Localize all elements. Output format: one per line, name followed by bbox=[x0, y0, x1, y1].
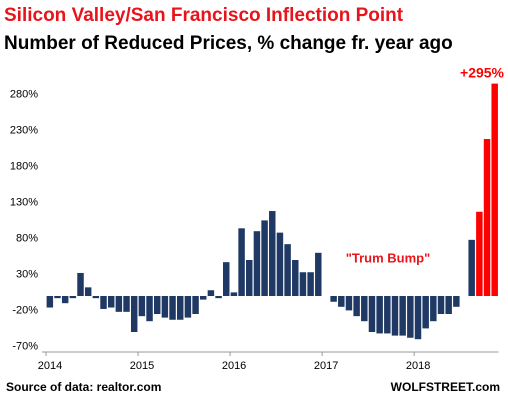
source: Source of data: realtor.com bbox=[6, 380, 161, 394]
bar bbox=[468, 239, 475, 296]
bar bbox=[407, 296, 414, 338]
bar bbox=[230, 292, 238, 296]
bar bbox=[46, 296, 54, 308]
bar bbox=[399, 296, 406, 336]
bar bbox=[345, 296, 353, 311]
annotation: "Trum Bump" bbox=[346, 250, 431, 265]
bar bbox=[269, 211, 276, 296]
x-tick-label: 2016 bbox=[222, 360, 246, 372]
bar bbox=[368, 296, 376, 332]
bar bbox=[146, 296, 153, 322]
bar bbox=[292, 260, 299, 296]
bar bbox=[84, 287, 92, 296]
bar bbox=[176, 296, 184, 320]
bar bbox=[184, 296, 192, 318]
bar bbox=[54, 296, 61, 299]
bar bbox=[284, 244, 291, 296]
bar bbox=[483, 139, 491, 296]
bar bbox=[238, 228, 245, 296]
y-tick-label: 130% bbox=[10, 196, 38, 208]
chart-title: Silicon Valley/San Francisco Inflection … bbox=[4, 5, 404, 26]
y-tick-label: -70% bbox=[12, 340, 38, 352]
x-tick-label: 2015 bbox=[130, 360, 154, 372]
x-tick-label: 2014 bbox=[38, 360, 62, 372]
annotation: +295% bbox=[460, 64, 505, 80]
bar bbox=[61, 296, 69, 304]
chart-subtitle: Number of Reduced Prices, % change fr. y… bbox=[4, 33, 453, 54]
bar bbox=[192, 296, 199, 314]
bar bbox=[115, 296, 123, 312]
bar bbox=[69, 296, 77, 299]
bar bbox=[491, 83, 498, 296]
bar bbox=[276, 232, 284, 296]
bar bbox=[445, 296, 452, 314]
bar bbox=[384, 296, 391, 334]
y-tick-label: 230% bbox=[10, 124, 38, 136]
bar bbox=[161, 296, 169, 318]
bar bbox=[307, 272, 314, 296]
bar bbox=[123, 296, 130, 312]
bar bbox=[77, 272, 84, 296]
bar bbox=[223, 262, 230, 296]
bar bbox=[422, 296, 429, 329]
bar bbox=[107, 296, 115, 308]
bar bbox=[138, 296, 146, 317]
bar bbox=[453, 296, 460, 307]
y-tick-label: 280% bbox=[10, 88, 38, 100]
bar bbox=[437, 296, 445, 314]
y-tick-label: 80% bbox=[16, 232, 38, 244]
bar bbox=[338, 296, 345, 307]
bar bbox=[200, 296, 207, 300]
bar bbox=[100, 296, 107, 309]
bar bbox=[215, 296, 222, 299]
bar bbox=[353, 296, 360, 317]
x-tick-label: 2018 bbox=[406, 360, 430, 372]
x-tick-label: 2017 bbox=[314, 360, 338, 372]
y-tick-label: -20% bbox=[12, 304, 38, 316]
bar bbox=[476, 211, 483, 296]
bar bbox=[361, 296, 368, 322]
bar bbox=[330, 296, 337, 302]
bar bbox=[430, 296, 437, 322]
bar bbox=[207, 290, 215, 296]
y-tick-label: 30% bbox=[16, 268, 38, 280]
bar bbox=[130, 296, 138, 332]
bar bbox=[414, 296, 422, 340]
bar bbox=[253, 231, 261, 296]
credit: WOLFSTREET.com bbox=[391, 380, 500, 394]
bar bbox=[376, 296, 383, 334]
bar bbox=[169, 296, 176, 320]
bar bbox=[315, 252, 322, 296]
bar bbox=[261, 220, 268, 296]
bar bbox=[246, 260, 253, 296]
bar bbox=[92, 296, 100, 299]
bar bbox=[153, 296, 161, 314]
bar bbox=[299, 272, 307, 296]
bar bbox=[391, 296, 399, 336]
y-tick-label: 180% bbox=[10, 160, 38, 172]
